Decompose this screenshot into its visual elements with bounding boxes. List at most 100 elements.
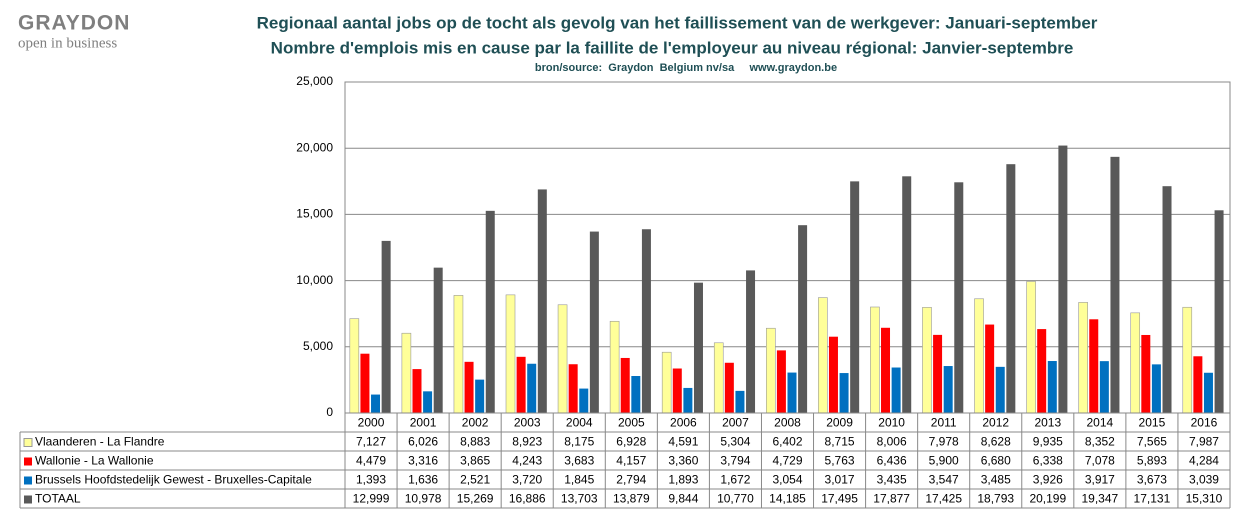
- table-cell: 8,006: [877, 435, 907, 449]
- bar: [818, 297, 828, 414]
- table-cell: 16,886: [509, 492, 546, 506]
- x-tick-label: 2013: [1034, 416, 1061, 430]
- table-cell: 8,628: [981, 435, 1011, 449]
- legend-label: Wallonie - La Wallonie: [35, 454, 154, 468]
- table-cell: 17,425: [925, 492, 962, 506]
- bar: [475, 379, 485, 413]
- table-cell: 1,893: [668, 473, 698, 487]
- table-cell: 14,185: [769, 492, 806, 506]
- bar: [828, 336, 838, 413]
- bar: [1162, 186, 1172, 413]
- logo-tagline: open in business: [18, 35, 117, 51]
- y-tick-label: 10,000: [296, 273, 333, 287]
- x-tick-label: 2009: [826, 416, 853, 430]
- chart-title: Regionaal aantal jobs op de tocht als ge…: [257, 13, 1098, 32]
- table-cell: 6,338: [1033, 454, 1063, 468]
- table-cell: 4,284: [1189, 454, 1219, 468]
- table-cell: 3,926: [1033, 473, 1063, 487]
- table-cell: 4,729: [772, 454, 802, 468]
- bar: [579, 388, 589, 413]
- bar: [985, 324, 995, 413]
- logo-name: GRAYDON: [18, 12, 130, 35]
- table-cell: 17,877: [873, 492, 910, 506]
- bar: [693, 282, 703, 413]
- bar: [1151, 364, 1161, 413]
- bar: [902, 176, 912, 413]
- table-cell: 19,347: [1082, 492, 1119, 506]
- table-cell: 8,352: [1085, 435, 1115, 449]
- table-cell: 8,715: [825, 435, 855, 449]
- bar: [1182, 306, 1193, 414]
- table-cell: 1,845: [564, 473, 594, 487]
- y-tick-label: 25,000: [296, 74, 333, 88]
- bar: [1214, 210, 1224, 413]
- table-cell: 6,928: [616, 435, 646, 449]
- bar: [995, 366, 1005, 413]
- bar: [631, 376, 641, 413]
- legend-label: Vlaanderen - La Flandre: [35, 435, 165, 449]
- bar: [1078, 302, 1088, 414]
- bar: [798, 225, 808, 413]
- bar: [485, 210, 495, 413]
- table-cell: 3,039: [1189, 473, 1219, 487]
- table-cell: 4,157: [616, 454, 646, 468]
- bar: [505, 294, 516, 414]
- table-cell: 8,175: [564, 435, 594, 449]
- table-cell: 7,978: [929, 435, 959, 449]
- table-cell: 9,844: [668, 492, 698, 506]
- bar: [881, 327, 891, 413]
- legend-swatch: [24, 457, 32, 466]
- x-tick-label: 2010: [878, 416, 905, 430]
- bar: [713, 342, 724, 414]
- x-tick-label: 2007: [722, 416, 749, 430]
- table-cell: 1,393: [356, 473, 386, 487]
- bar: [1130, 312, 1141, 414]
- table-cell: 6,436: [877, 454, 907, 468]
- bar: [557, 304, 568, 414]
- table-cell: 1,672: [720, 473, 750, 487]
- bar: [787, 372, 797, 413]
- table-cell: 3,054: [772, 473, 802, 487]
- table-cell: 7,078: [1085, 454, 1115, 468]
- bar: [672, 368, 682, 413]
- table-cell: 3,865: [460, 454, 490, 468]
- x-tick-label: 2008: [774, 416, 801, 430]
- table-cell: 2,794: [616, 473, 646, 487]
- table-cell: 3,794: [720, 454, 750, 468]
- bar: [381, 240, 391, 413]
- bar: [371, 394, 381, 413]
- y-tick-label: 20,000: [296, 140, 333, 154]
- table-cell: 6,026: [408, 435, 438, 449]
- x-tick-label: 2000: [358, 416, 385, 430]
- table-cell: 4,243: [512, 454, 542, 468]
- table-cell: 5,900: [929, 454, 959, 468]
- bar: [609, 320, 620, 414]
- bar: [537, 189, 547, 413]
- bar: [464, 361, 474, 413]
- table-cell: 9,935: [1033, 435, 1063, 449]
- bar: [1089, 319, 1099, 413]
- bar: [1141, 334, 1151, 413]
- bar: [661, 351, 672, 414]
- bar: [412, 369, 422, 413]
- bar: [933, 334, 943, 413]
- table-cell: 6,402: [772, 435, 802, 449]
- table-cell: 1,636: [408, 473, 438, 487]
- bar: [349, 318, 360, 414]
- x-tick-label: 2015: [1139, 416, 1166, 430]
- table-cell: 15,310: [1186, 492, 1223, 506]
- table-cell: 3,917: [1085, 473, 1115, 487]
- legend-swatch: [23, 438, 33, 447]
- x-tick-label: 2002: [462, 416, 489, 430]
- bar: [1026, 281, 1036, 414]
- table-cell: 3,316: [408, 454, 438, 468]
- table-cell: 12,999: [353, 492, 390, 506]
- bar: [1006, 164, 1016, 413]
- x-tick-label: 2006: [670, 416, 697, 430]
- bar: [683, 387, 693, 413]
- x-tick-label: 2014: [1087, 416, 1114, 430]
- bar: [641, 229, 651, 413]
- bar: [839, 373, 849, 413]
- table-cell: 17,131: [1134, 492, 1171, 506]
